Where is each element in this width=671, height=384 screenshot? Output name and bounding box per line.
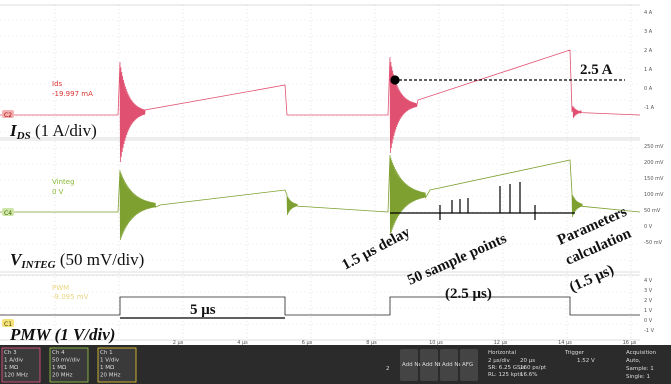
ids-name: Ids [52,80,63,88]
x-tick-label: 10 μs [429,340,443,346]
channel-info: 1 A/div [4,358,24,364]
t: (50 mV/div) [56,250,145,269]
y-tick-label: 0 A [644,86,653,92]
t: DS [16,130,31,142]
channel-info: 120 MHz [4,373,28,379]
y-tick-label: 250 mV [644,144,664,150]
x-tick-label: 2 μs [173,340,184,346]
ids-marker: C2 [4,112,12,119]
y-tick-label: -50 mV [644,240,663,246]
t: (1 A/div) [31,121,97,140]
y-tick-label: 2 V [644,298,653,304]
y-tick-label: 0 V [644,224,653,230]
y-tick-label: 2 A [644,48,653,54]
y-tick-label: -1 A [644,105,655,111]
x-tick-label: 14 μs [558,340,572,346]
trigger-info: Trigger [564,350,585,356]
horizontal-info: 20 μs [520,358,535,364]
y-tick-label: 1 A [644,67,653,73]
y-tick-label: 150 mV [644,176,664,182]
horizontal-info: Horizontal [488,350,517,356]
slot-label: 2 [386,366,390,372]
pulse-label: 5 μs [190,302,216,318]
y-tick-label: 200 mV [644,160,664,166]
y-tick-label: -1 V [644,328,655,334]
channel-info: 1 MΩ [52,365,66,371]
acquisition-info: Auto, [626,358,641,364]
channel-info: 1 MΩ [100,365,114,371]
t: INTEG [20,259,55,271]
ids-offset: -19.997 mA [52,90,93,98]
horizontal-info: RL: 125 kpts [488,372,523,378]
x-tick-label: 4 μs [237,340,248,346]
y-tick-label: 3 V [644,288,653,294]
channel-info: 20 MHz [52,373,73,379]
acquisition-info: Single: 1 [626,374,650,380]
channel-info: Ch 1 [100,350,113,356]
vinteg-offset: 0 V [52,188,64,196]
samples-time: (2.5 μs) [445,286,492,302]
channel-info: 20 MHz [100,373,121,379]
scope-screen: Ids -19.997 mA Vinteg 0 V PWM -9.095 mV … [0,0,671,384]
acquisition-info: Sample: 1 [626,366,654,372]
y-tick-label: 100 mV [644,192,664,198]
y-tick-label: 1 V [644,308,653,314]
x-tick-label: 8 μs [366,340,377,346]
vinteg-marker: C4 [4,210,12,217]
x-tick-label: 12 μs [494,340,508,346]
channel-info: Ch 3 [4,350,17,356]
acquisition-info: Acquisition [626,350,657,356]
channel-info: 50 mV/div [52,358,81,364]
y-tick-label: 3 A [644,29,653,35]
channel-info: Ch 4 [52,350,65,356]
pwm-caption: PMW (1 V/div) [9,325,115,344]
trigger-info: 1.52 V [577,358,595,364]
channel-info: 1 MΩ [4,365,18,371]
x-tick-label: 16 μs [623,340,637,346]
y-tick-label: 50 mV [644,208,661,214]
pwm-offset: -9.095 mV [52,293,89,301]
horizontal-info: 16.6% [520,372,537,378]
y-tick-label: 4 V [644,278,653,284]
y-tick-label: 0 V [644,318,653,324]
current-label: 2.5 A [580,62,613,78]
button-label: AFG [462,362,473,368]
x-tick-label: 6 μs [302,340,313,346]
y-tick-label: 4 A [644,10,653,16]
channel-info: 1 V/div [100,358,120,364]
pwm-name: PWM [52,284,69,292]
horizontal-info: 2 μs/div [488,358,510,364]
horizontal-info: 160 ps/pt [520,365,547,371]
vinteg-name: Vinteg [52,178,75,186]
